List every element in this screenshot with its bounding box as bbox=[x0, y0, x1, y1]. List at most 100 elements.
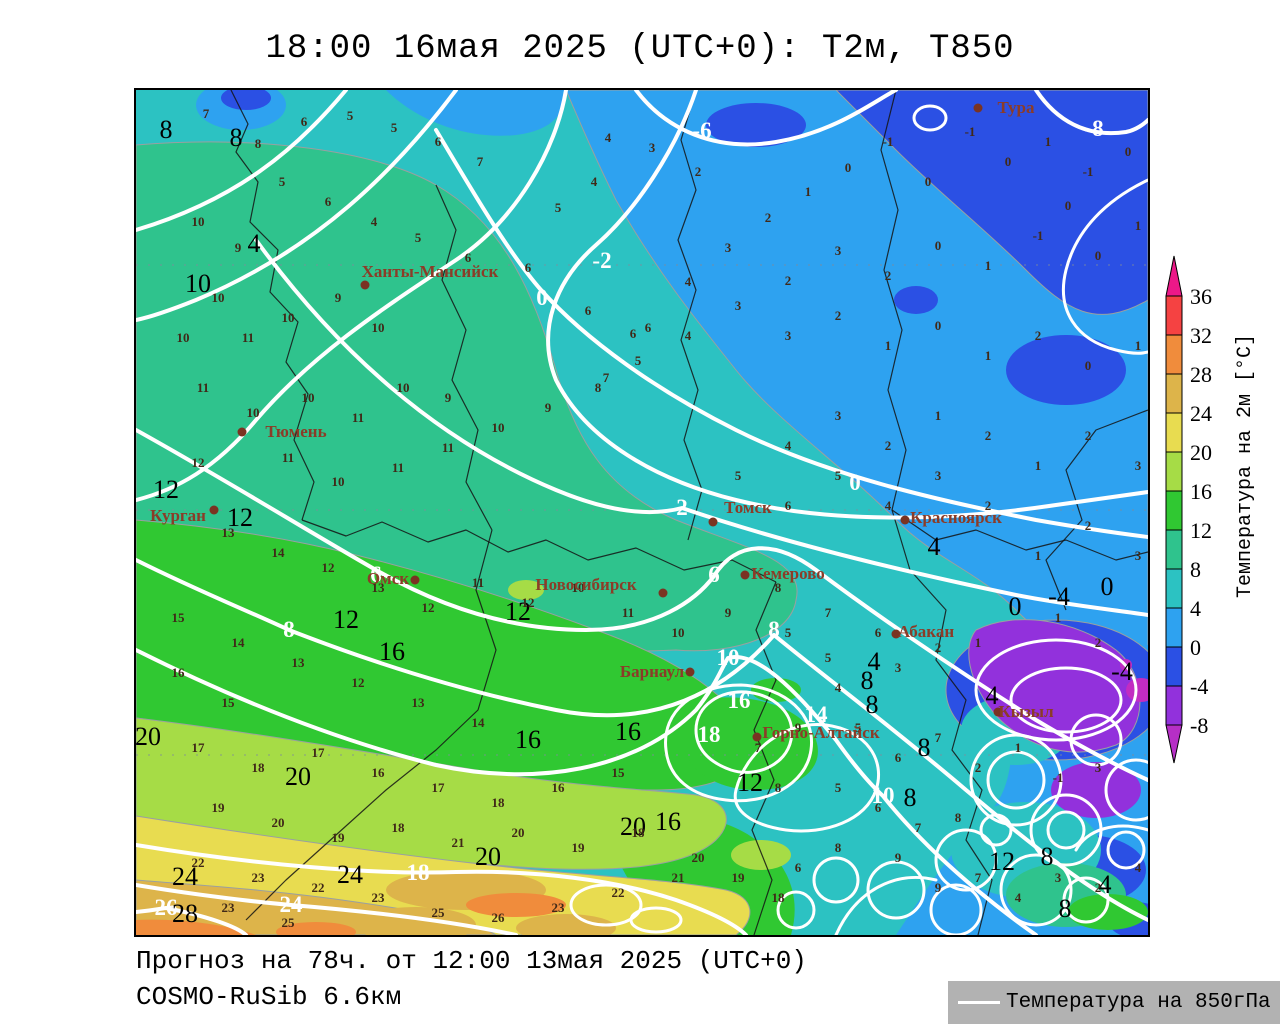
station-value: 1 bbox=[935, 408, 942, 423]
page-title: 18:00 16мая 2025 (UTC+0): Т2м, Т850 bbox=[0, 30, 1280, 68]
station-value: 8 bbox=[835, 840, 842, 855]
station-value: 25 bbox=[282, 915, 296, 930]
city-dot bbox=[361, 281, 370, 290]
station-value: 1 bbox=[805, 184, 812, 199]
t2m-isotherm-label: 20 bbox=[285, 762, 311, 791]
station-value: 1 bbox=[1135, 338, 1142, 353]
t2m-isotherm-label: 8 bbox=[1041, 842, 1054, 871]
t2m-isotherm-label: 16 bbox=[379, 637, 405, 666]
station-value: 4 bbox=[785, 438, 792, 453]
station-value: 4 bbox=[1015, 890, 1022, 905]
station-value: 10 bbox=[372, 320, 385, 335]
station-value: 8 bbox=[255, 136, 262, 151]
station-value: 1 bbox=[1035, 458, 1042, 473]
city-dot bbox=[753, 733, 762, 742]
station-value: 11 bbox=[242, 330, 254, 345]
station-value: 7 bbox=[915, 820, 922, 835]
station-value: 6 bbox=[875, 800, 882, 815]
t2m-isotherm-label: 0 bbox=[1101, 572, 1114, 601]
station-value: 17 bbox=[312, 745, 326, 760]
t850-contour-label: 0 bbox=[536, 285, 548, 310]
station-value: 15 bbox=[222, 695, 236, 710]
station-value: 1 bbox=[1035, 548, 1042, 563]
station-value: 4 bbox=[685, 328, 692, 343]
t850-contour-label: 10 bbox=[717, 645, 740, 670]
station-value: 18 bbox=[772, 890, 786, 905]
station-value: 9 bbox=[545, 400, 552, 415]
station-value: 23 bbox=[552, 900, 566, 915]
station-value: 11 bbox=[392, 460, 404, 475]
station-value: 9 bbox=[725, 605, 732, 620]
station-value: 0 bbox=[1095, 248, 1102, 263]
city-dot bbox=[238, 428, 247, 437]
t2m-isotherm-label: 12 bbox=[737, 768, 763, 797]
station-value: 5 bbox=[347, 108, 354, 123]
station-value: 19 bbox=[572, 840, 586, 855]
t2m-isotherm-label: -4 bbox=[1048, 582, 1070, 611]
station-value: 15 bbox=[612, 765, 626, 780]
map-frame: -8-6-200266881010141618182426 8841012121… bbox=[134, 88, 1150, 937]
t850-contour-label: 0 bbox=[849, 470, 861, 495]
station-value: 6 bbox=[795, 860, 802, 875]
station-value: 5 bbox=[415, 230, 422, 245]
station-value: 10 bbox=[302, 390, 315, 405]
station-value: 0 bbox=[935, 318, 942, 333]
colorbar-band bbox=[1166, 491, 1182, 530]
station-value: 0 bbox=[1005, 154, 1012, 169]
station-value: 3 bbox=[725, 240, 732, 255]
station-value: 1 bbox=[1135, 218, 1142, 233]
t850-contour-label: 6 bbox=[708, 562, 720, 587]
t2m-isotherm-label: 8 bbox=[1059, 894, 1072, 923]
city-dot bbox=[210, 506, 219, 515]
station-value: 22 bbox=[192, 855, 205, 870]
station-value: 7 bbox=[935, 730, 942, 745]
station-value: 21 bbox=[672, 870, 685, 885]
city-label: Барнаул bbox=[620, 662, 685, 681]
station-value: 4 bbox=[835, 680, 842, 695]
colorbar-tick-label: 16 bbox=[1190, 479, 1212, 504]
station-value: 5 bbox=[555, 200, 562, 215]
station-value: 10 bbox=[282, 310, 295, 325]
colorbar-band bbox=[1166, 569, 1182, 608]
station-value: 9 bbox=[445, 390, 452, 405]
station-value: 11 bbox=[282, 450, 294, 465]
t2m-isotherm-label: 8 bbox=[861, 666, 874, 695]
station-value: 6 bbox=[325, 194, 332, 209]
temperature-map: -8-6-200266881010141618182426 8841012121… bbox=[136, 90, 1148, 935]
t850-legend-label: Температура на 850гПа bbox=[1006, 991, 1271, 1014]
station-value: 16 bbox=[552, 780, 566, 795]
colorbar-band bbox=[1166, 686, 1182, 725]
station-value: 22 bbox=[312, 880, 325, 895]
colorbar-tick-label: -8 bbox=[1190, 713, 1208, 738]
station-value: 1 bbox=[885, 338, 892, 353]
station-value: -1 bbox=[965, 124, 976, 139]
city-label: Кызыл bbox=[998, 702, 1054, 721]
station-value: 3 bbox=[895, 660, 902, 675]
station-value: 6 bbox=[645, 320, 652, 335]
station-value: 2 bbox=[835, 308, 842, 323]
city-dot bbox=[411, 576, 420, 585]
colorbar-tick-label: -4 bbox=[1190, 674, 1208, 699]
station-value: 2 bbox=[885, 438, 892, 453]
city-label: Кемерово bbox=[751, 564, 824, 583]
station-value: 9 bbox=[895, 850, 902, 865]
station-value: 5 bbox=[635, 353, 642, 368]
station-value: 20 bbox=[512, 825, 525, 840]
station-value: 18 bbox=[392, 820, 406, 835]
station-value: 10 bbox=[192, 214, 205, 229]
city-label: Красноярск bbox=[910, 508, 1002, 527]
station-value: 2 bbox=[1085, 518, 1092, 533]
station-value: 2 bbox=[1035, 328, 1042, 343]
city-label: Горно-Алтайск bbox=[762, 723, 879, 742]
station-value: 16 bbox=[172, 665, 186, 680]
colorbar-band bbox=[1166, 530, 1182, 569]
city-label: Томск bbox=[724, 498, 772, 517]
station-value: 11 bbox=[352, 410, 364, 425]
station-value: 12 bbox=[192, 455, 205, 470]
station-value: 0 bbox=[1065, 198, 1072, 213]
t2m-isotherm-label: 12 bbox=[989, 847, 1015, 876]
station-value: 7 bbox=[477, 154, 484, 169]
colorbar-band bbox=[1166, 647, 1182, 686]
colorbar-band bbox=[1166, 335, 1182, 374]
station-value: 4 bbox=[591, 174, 598, 189]
